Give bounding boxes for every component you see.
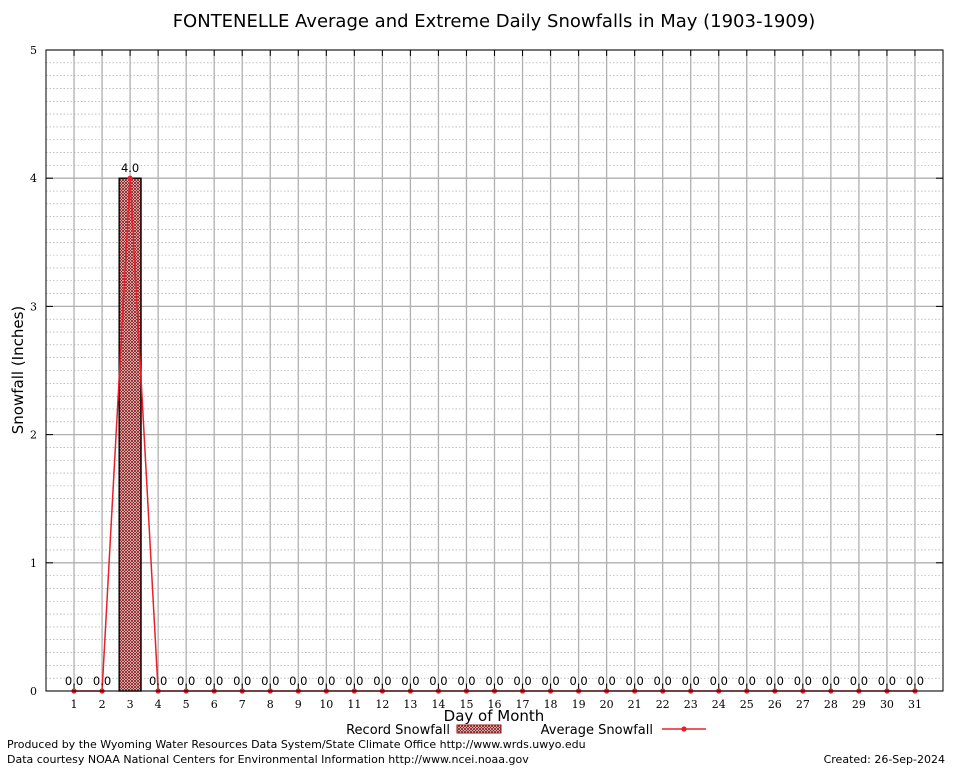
x-tick-label: 21 (628, 698, 642, 711)
bar-value-label: 0.0 (710, 674, 728, 688)
x-tick-label: 20 (600, 698, 614, 711)
chart-title: FONTENELLE Average and Extreme Daily Sno… (173, 11, 816, 32)
y-tick-label: 0 (30, 685, 37, 698)
average-snowfall-marker (127, 175, 133, 181)
x-tick-label: 19 (572, 698, 586, 711)
x-tick-label: 13 (403, 698, 417, 711)
x-tick-label: 10 (319, 698, 333, 711)
bar-value-label: 0.0 (906, 674, 924, 688)
bar-value-label: 0.0 (654, 674, 672, 688)
x-tick-label: 17 (516, 698, 530, 711)
bar-value-label: 0.0 (682, 674, 700, 688)
bar-value-label: 0.0 (457, 674, 475, 688)
legend-record-swatch (456, 724, 502, 734)
bar-value-label: 0.0 (345, 674, 363, 688)
y-tick-label: 4 (30, 172, 37, 185)
x-tick-label: 16 (488, 698, 502, 711)
x-tick-label: 14 (431, 698, 445, 711)
bar-value-label: 0.0 (766, 674, 784, 688)
x-tick-label: 2 (99, 698, 106, 711)
bar-value-label: 0.0 (569, 674, 587, 688)
x-tick-label: 22 (656, 698, 670, 711)
x-tick-label: 7 (239, 698, 246, 711)
legend: Record Snowfall Average Snowfall (346, 723, 706, 738)
bar-value-label: 0.0 (401, 674, 419, 688)
bar-value-label: 0.0 (65, 674, 83, 688)
x-tick-label: 30 (880, 698, 894, 711)
bar-value-label: 0.0 (289, 674, 307, 688)
bar-value-label: 0.0 (626, 674, 644, 688)
y-tick-label: 1 (30, 557, 37, 570)
x-tick-label: 31 (908, 698, 922, 711)
x-tick-label: 1 (71, 698, 78, 711)
bar-value-label: 0.0 (149, 674, 167, 688)
bar-value-label: 0.0 (317, 674, 335, 688)
legend-average-marker (681, 726, 687, 732)
x-tick-label: 12 (375, 698, 389, 711)
footer-created-date: Created: 26-Sep-2024 (824, 753, 945, 766)
x-tick-label: 8 (267, 698, 274, 711)
x-tick-label: 27 (796, 698, 810, 711)
legend-average-label: Average Snowfall (541, 723, 653, 738)
bar-value-label: 0.0 (878, 674, 896, 688)
x-tick-label: 29 (852, 698, 866, 711)
x-tick-label: 25 (740, 698, 754, 711)
x-tick-label: 24 (712, 698, 726, 711)
x-tick-label: 4 (155, 698, 162, 711)
bar-value-label: 0.0 (738, 674, 756, 688)
bar-value-label: 4.0 (121, 161, 139, 175)
bar-value-label: 0.0 (850, 674, 868, 688)
bar-value-label: 0.0 (513, 674, 531, 688)
bar-value-label: 0.0 (794, 674, 812, 688)
y-tick-labels: 0 1 2 3 4 5 (30, 44, 37, 698)
x-tick-label: 6 (211, 698, 218, 711)
bar-value-label: 0.0 (233, 674, 251, 688)
bar-value-label: 0.0 (177, 674, 195, 688)
legend-record-label: Record Snowfall (346, 723, 450, 738)
bar-value-label: 0.0 (261, 674, 279, 688)
x-tick-label: 23 (684, 698, 698, 711)
y-axis-label: Snowfall (Inches) (9, 306, 27, 434)
bar-value-label: 0.0 (205, 674, 223, 688)
record-snowfall-bar (118, 177, 142, 692)
x-tick-label: 18 (544, 698, 558, 711)
y-tick-label: 3 (30, 300, 37, 313)
major-gridlines (46, 49, 943, 692)
bar-value-label: 0.0 (373, 674, 391, 688)
plot-frame (45, 49, 944, 692)
x-tick-label: 26 (768, 698, 782, 711)
record-snowfall-bars (118, 177, 142, 692)
bar-value-label: 0.0 (485, 674, 503, 688)
x-tick-labels: 1 2 3 4 5 6 7 8 9 10 11 12 13 14 15 16 17 18 19 20 21 22 23 24 2… (71, 698, 922, 711)
bar-value-labels: 0.0 0.0 4.0 0.0 0.0 0.0 0.0 0.0 0.0 0.0 0.0 0.0 0.0 0… (65, 161, 924, 688)
bar-value-label: 0.0 (822, 674, 840, 688)
bar-value-label: 0.0 (93, 674, 111, 688)
x-tick-label: 3 (127, 698, 134, 711)
bar-value-label: 0.0 (429, 674, 447, 688)
x-tick-label: 9 (295, 698, 302, 711)
x-tick-label: 15 (459, 698, 473, 711)
x-tick-label: 5 (183, 698, 190, 711)
x-axis-label: Day of Month (444, 707, 545, 725)
bar-value-label: 0.0 (541, 674, 559, 688)
footer-data-source: Data courtesy NOAA National Centers for … (7, 753, 529, 766)
y-tick-label: 5 (30, 44, 37, 57)
footer-producer: Produced by the Wyoming Water Resources … (7, 738, 586, 751)
x-tick-label: 11 (347, 698, 361, 711)
y-tick-label: 2 (30, 429, 37, 442)
x-tick-label: 28 (824, 698, 838, 711)
bar-value-label: 0.0 (597, 674, 615, 688)
